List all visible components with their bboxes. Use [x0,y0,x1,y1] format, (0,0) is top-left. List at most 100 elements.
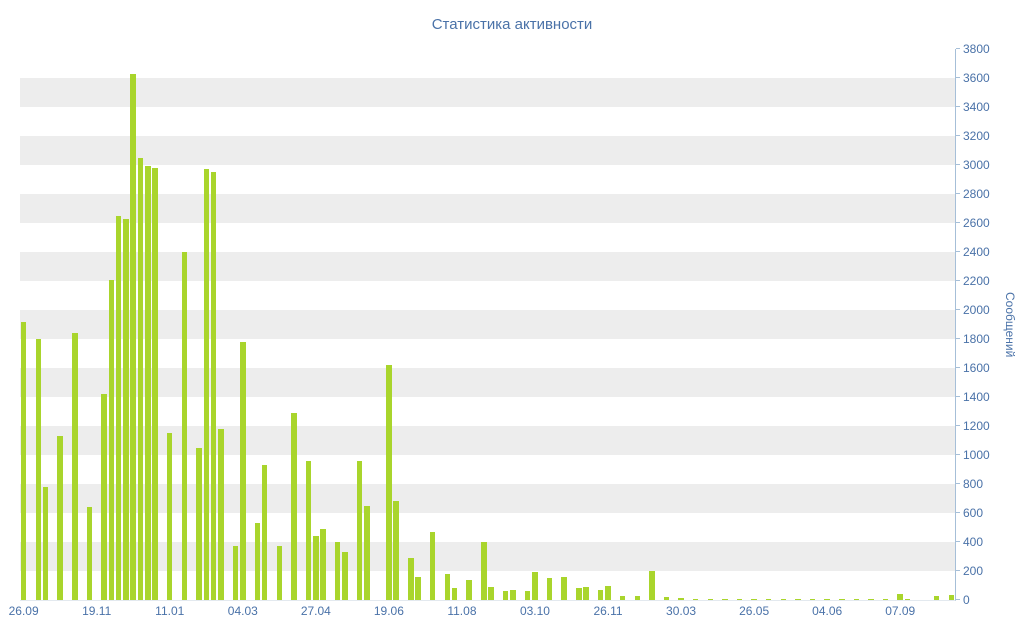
bar[interactable] [546,578,553,600]
bar[interactable] [123,218,129,600]
bar[interactable] [933,596,940,600]
y-tick-mark [956,309,960,310]
bar[interactable] [853,599,860,600]
bar[interactable] [503,591,509,600]
bar[interactable] [35,339,41,600]
bar[interactable] [108,279,115,600]
bar[interactable] [839,599,845,600]
bar[interactable] [948,594,955,600]
y-tick-mark [956,599,960,600]
bar[interactable] [305,460,312,600]
bar[interactable] [678,598,684,600]
bar[interactable] [634,595,640,600]
bar[interactable] [780,599,787,600]
x-tick-label: 19.11 [82,604,112,618]
bar[interactable] [210,172,217,600]
bar[interactable] [736,598,743,600]
bar[interactable] [692,598,699,600]
bar[interactable] [722,598,728,600]
x-tick-label: 03.10 [519,604,550,618]
bar[interactable] [415,576,421,600]
bar[interactable] [240,341,246,600]
bar[interactable] [364,505,370,600]
bar[interactable] [707,598,714,600]
bar[interactable] [86,507,93,600]
bar[interactable] [254,523,261,600]
bar[interactable] [451,588,458,600]
bar[interactable] [261,465,268,600]
bar[interactable] [751,599,757,600]
x-tick-label: 26.09 [8,604,39,618]
bar[interactable] [115,215,122,600]
y-tick-mark [956,193,960,194]
bar[interactable] [576,588,582,600]
plot-area [20,49,956,601]
bar[interactable] [130,73,136,600]
y-tick-label: 200 [963,564,984,578]
bar[interactable] [408,557,414,600]
bar[interactable] [619,595,626,600]
bar[interactable] [466,579,472,600]
bar[interactable] [356,460,363,600]
bar[interactable] [101,394,107,600]
bar[interactable] [335,542,341,600]
y-tick-label: 2000 [963,303,990,317]
bar[interactable] [276,546,283,600]
bar[interactable] [342,552,348,600]
bar[interactable] [605,585,611,600]
bar[interactable] [897,594,903,600]
bar[interactable] [824,599,830,600]
chart-title: Статистика активности [431,16,593,33]
bar[interactable] [203,169,209,600]
y-tick-mark [956,251,960,252]
bar[interactable] [196,447,202,600]
bar[interactable] [291,412,297,600]
bar[interactable] [393,501,399,600]
y-axis-labels: 0 200 400 600 800 1000 1200 1400 1600 1800 2000 220… [963,43,1003,606]
y-tick-mark [956,396,960,397]
bar[interactable] [904,598,911,600]
y-tick-label: 1000 [963,448,990,462]
y-tick-label: 2800 [963,187,990,201]
bar[interactable] [137,157,144,600]
y-tick-mark [956,512,960,513]
bar[interactable] [510,589,516,600]
bar[interactable] [429,531,436,600]
bar[interactable] [649,571,655,600]
bar[interactable] [868,598,874,600]
y-tick-mark [956,48,960,49]
bar[interactable] [181,252,188,600]
x-axis-labels: 26.09 19.11 11.01 04.03 27.04 19.06 11.08 03.10… [9,604,955,620]
bar[interactable] [882,598,889,600]
bar[interactable] [663,597,670,600]
bar[interactable] [386,365,392,600]
y-tick-mark [956,425,960,426]
bar[interactable] [72,333,78,600]
bar[interactable] [488,586,494,600]
bar[interactable] [42,486,49,600]
bar[interactable] [795,599,801,600]
bar[interactable] [152,167,158,600]
bar[interactable] [167,433,173,600]
bar[interactable] [320,528,326,600]
bar[interactable] [532,572,538,600]
x-tick-label: 07.09 [885,604,916,618]
bar[interactable] [524,591,531,600]
bar[interactable] [481,542,487,600]
bar[interactable] [232,546,239,600]
bar[interactable] [444,573,451,600]
bar[interactable] [313,536,319,600]
bar[interactable] [57,436,63,600]
y-tick-label: 1800 [963,332,990,346]
bar[interactable] [809,599,816,600]
y-tick-label: 1400 [963,390,990,404]
bar[interactable] [145,166,151,600]
bar[interactable] [583,586,589,600]
bar[interactable] [561,576,567,600]
bar[interactable] [765,599,772,600]
bar[interactable] [597,589,604,600]
bar[interactable] [218,428,224,600]
y-tick-label: 1200 [963,419,990,433]
bar[interactable] [20,321,27,600]
